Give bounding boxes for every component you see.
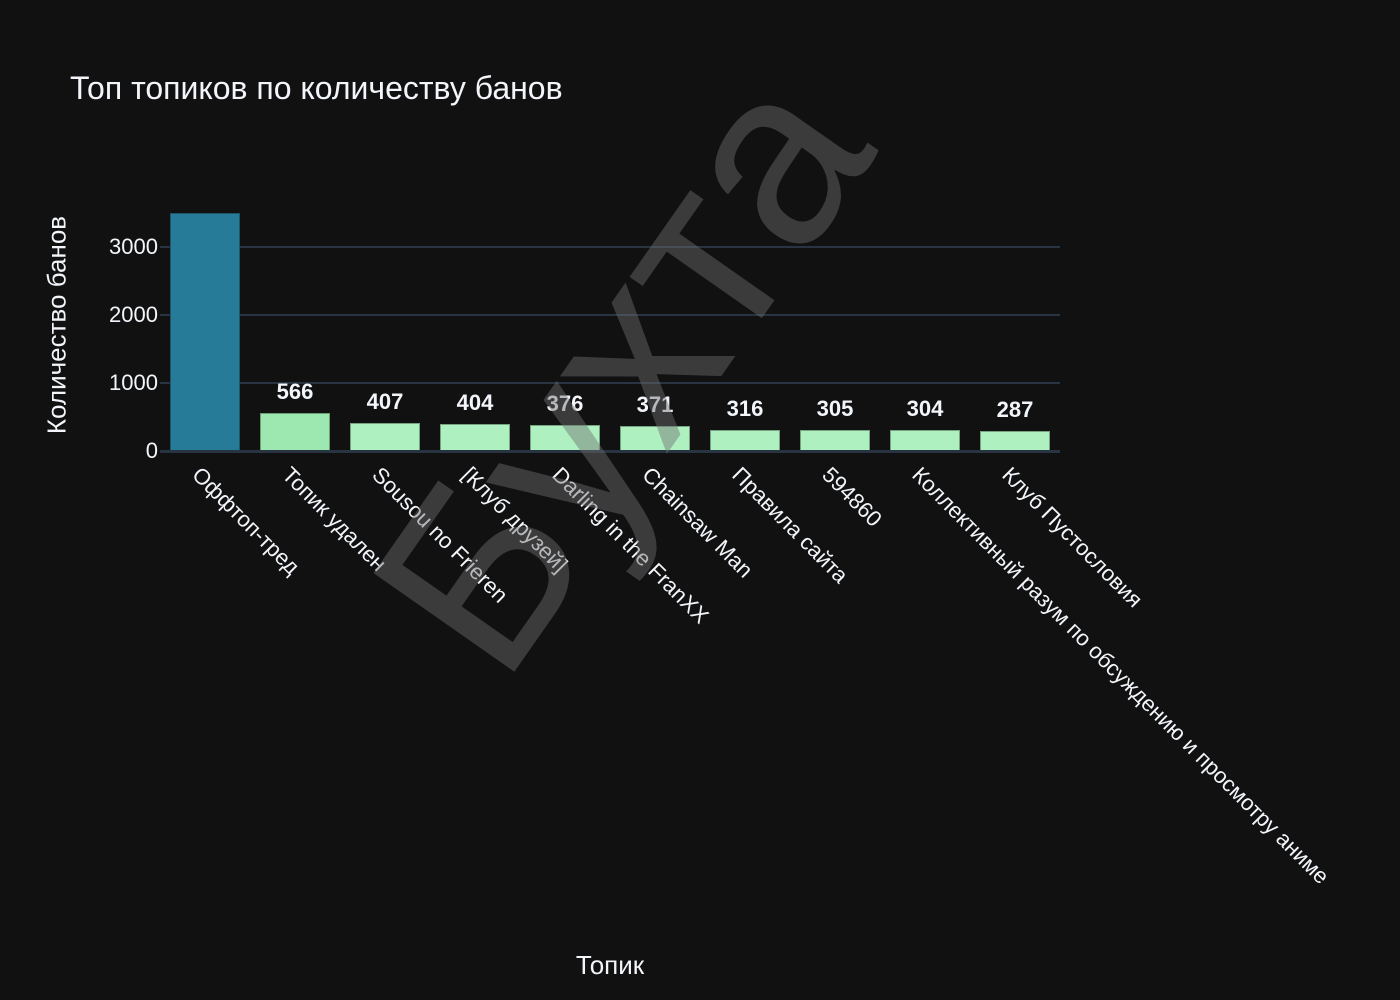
- gridline: [160, 246, 1060, 248]
- plot-area: [160, 200, 1060, 451]
- x-tick-label: 594860: [817, 462, 887, 532]
- bar-value-label: 304: [906, 396, 944, 422]
- bar[interactable]: [530, 425, 600, 451]
- zero-line: [160, 450, 1060, 453]
- bar[interactable]: [350, 423, 420, 451]
- y-tick-label: 1000: [109, 370, 158, 395]
- bar[interactable]: [800, 430, 870, 451]
- bar-value-label: 407: [366, 389, 404, 415]
- bar[interactable]: [440, 423, 510, 451]
- bar[interactable]: [980, 431, 1050, 451]
- bar-value-label: 316: [726, 395, 764, 421]
- bar-value-label: 404: [456, 389, 494, 415]
- y-tick-label: 2000: [109, 302, 158, 327]
- y-tick-label: 0: [145, 438, 158, 463]
- bar[interactable]: [260, 412, 330, 451]
- bar[interactable]: [620, 425, 690, 451]
- x-tick-label: Darling in the FranXX: [547, 462, 714, 629]
- bar-value-label: 371: [636, 391, 674, 417]
- y-tick-label: 3000: [109, 234, 158, 259]
- gridline: [160, 314, 1060, 316]
- bar[interactable]: [710, 429, 780, 451]
- bar-value-label: 566: [276, 378, 314, 404]
- bar[interactable]: [890, 430, 960, 451]
- bar-value-label: 376: [546, 391, 584, 417]
- chart-title: Топ топиков по количеству банов: [70, 70, 563, 106]
- x-tick-label: Коллективный разум по обсуждению и просм…: [907, 462, 1335, 889]
- bar[interactable]: [170, 213, 240, 451]
- y-axis-title: Количество банов: [41, 215, 72, 435]
- bar-value-label: 287: [996, 397, 1034, 423]
- bar-value-label: 305: [816, 396, 854, 422]
- gridline: [160, 382, 1060, 384]
- x-axis-title: Топик: [575, 950, 645, 980]
